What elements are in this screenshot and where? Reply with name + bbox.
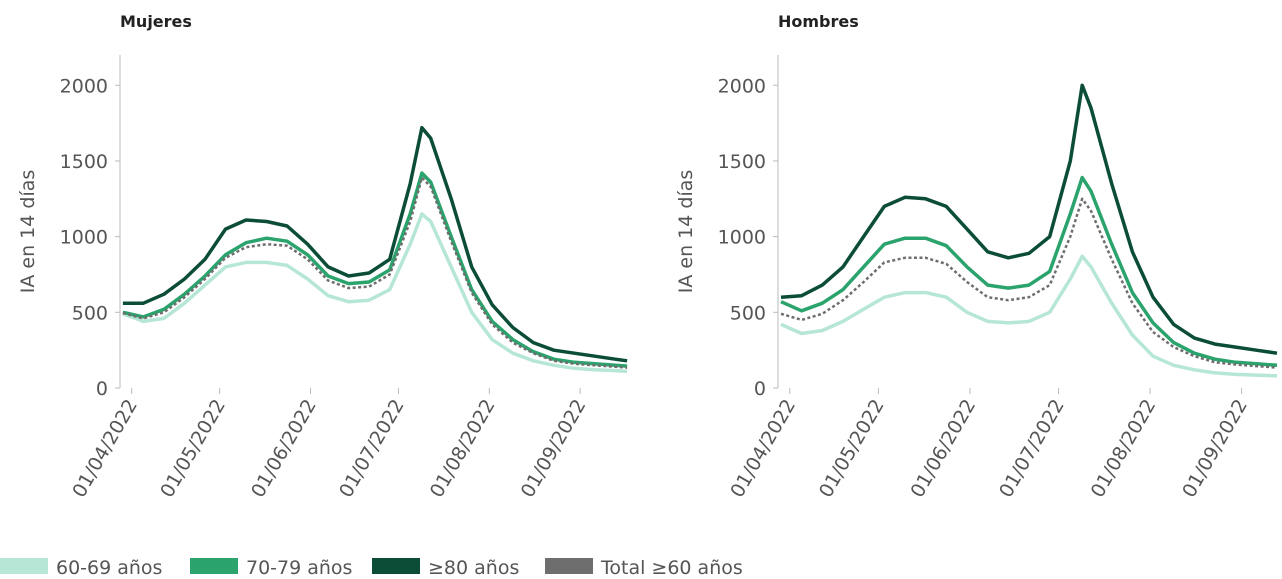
x-tick-label: 01/07/2022 xyxy=(995,396,1069,502)
line xyxy=(122,176,628,369)
legend-swatch xyxy=(0,558,48,574)
legend-swatch xyxy=(372,558,420,574)
chart-title: Hombres xyxy=(778,12,859,31)
x-tick-label: 01/04/2022 xyxy=(726,396,800,502)
chart-title: Mujeres xyxy=(120,12,192,31)
line xyxy=(122,171,628,368)
y-tick-label: 1500 xyxy=(60,151,108,173)
line xyxy=(780,197,1278,369)
legend-swatch xyxy=(545,558,593,574)
legend-label: 60-69 años xyxy=(56,557,162,579)
x-tick-label: 01/05/2022 xyxy=(815,396,889,502)
y-axis-label: IA en 14 días xyxy=(17,170,39,294)
y-tick-label: 500 xyxy=(72,302,108,324)
x-tick-label: 01/06/2022 xyxy=(906,396,980,502)
y-tick-label: 2000 xyxy=(718,75,766,97)
x-tick-label: 01/07/2022 xyxy=(335,396,409,502)
y-tick-label: 0 xyxy=(754,378,766,400)
y-axis-label: IA en 14 días xyxy=(675,170,697,294)
x-tick-label: 01/06/2022 xyxy=(247,396,321,502)
legend-swatch xyxy=(190,558,238,574)
line xyxy=(122,212,628,374)
x-tick-label: 01/05/2022 xyxy=(156,396,230,502)
line xyxy=(122,125,628,363)
legend-label: Total ≥60 años xyxy=(600,557,743,579)
x-tick-label: 01/09/2022 xyxy=(1178,396,1252,502)
line xyxy=(780,83,1278,355)
y-tick-label: 1000 xyxy=(718,227,766,249)
y-tick-label: 2000 xyxy=(60,75,108,97)
x-tick-label: 01/09/2022 xyxy=(517,396,591,502)
legend-label: 70-79 años xyxy=(246,557,352,579)
y-tick-label: 500 xyxy=(730,302,766,324)
y-tick-label: 0 xyxy=(96,378,108,400)
x-tick-label: 01/08/2022 xyxy=(1087,396,1161,502)
line xyxy=(780,254,1278,378)
y-tick-label: 1000 xyxy=(60,227,108,249)
y-tick-label: 1500 xyxy=(718,151,766,173)
legend-label: ≥80 años xyxy=(428,557,519,579)
x-tick-label: 01/08/2022 xyxy=(426,396,500,502)
line xyxy=(780,175,1278,368)
x-tick-label: 01/04/2022 xyxy=(68,396,142,502)
